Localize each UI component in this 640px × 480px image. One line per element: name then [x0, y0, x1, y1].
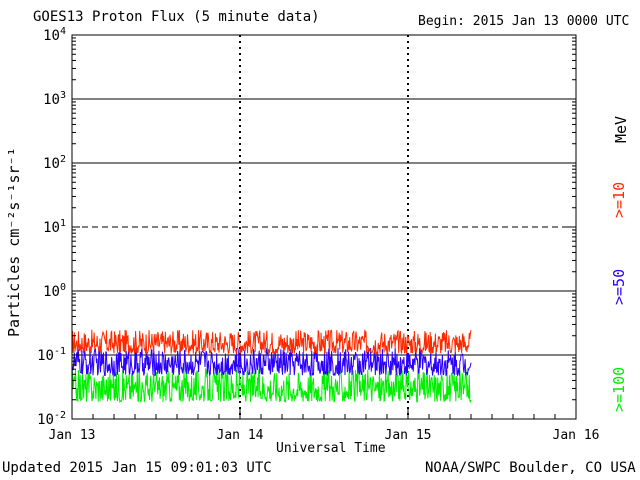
x-tick-label: Jan 14	[217, 428, 264, 443]
series-line-ge100	[71, 367, 472, 404]
chart-title: GOES13 Proton Flux (5 minute data)	[33, 9, 320, 25]
source-label: NOAA/SWPC Boulder, CO USA	[425, 460, 636, 476]
y-tick-label: 10-1	[37, 346, 66, 364]
legend-ge10: >=10	[610, 181, 628, 218]
y-tick-label: 101	[43, 218, 66, 236]
series-line-ge10	[71, 329, 472, 356]
x-tick-label: Jan 15	[385, 428, 432, 443]
y-axis-label: Particles cm⁻²s⁻¹sr⁻¹	[5, 147, 23, 337]
y-tick-label: 104	[43, 26, 66, 44]
y-tick-label: 10-2	[37, 410, 66, 428]
updated-label: Updated 2015 Jan 15 09:01:03 UTC	[2, 460, 272, 476]
y-tick-label: 100	[43, 282, 66, 300]
series-line-ge50	[71, 347, 472, 378]
y-tick-label: 102	[43, 154, 66, 172]
begin-label: Begin: 2015 Jan 13 0000 UTC	[418, 14, 630, 29]
x-axis-label: Universal Time	[276, 441, 386, 456]
y-tick-label: 103	[43, 90, 66, 108]
x-tick-label: Jan 16	[553, 428, 600, 443]
legend-ge100: >=100	[610, 366, 628, 412]
legend-mev: MeV	[612, 115, 630, 143]
x-tick-label: Jan 13	[49, 428, 96, 443]
legend-ge50: >=50	[610, 268, 628, 305]
